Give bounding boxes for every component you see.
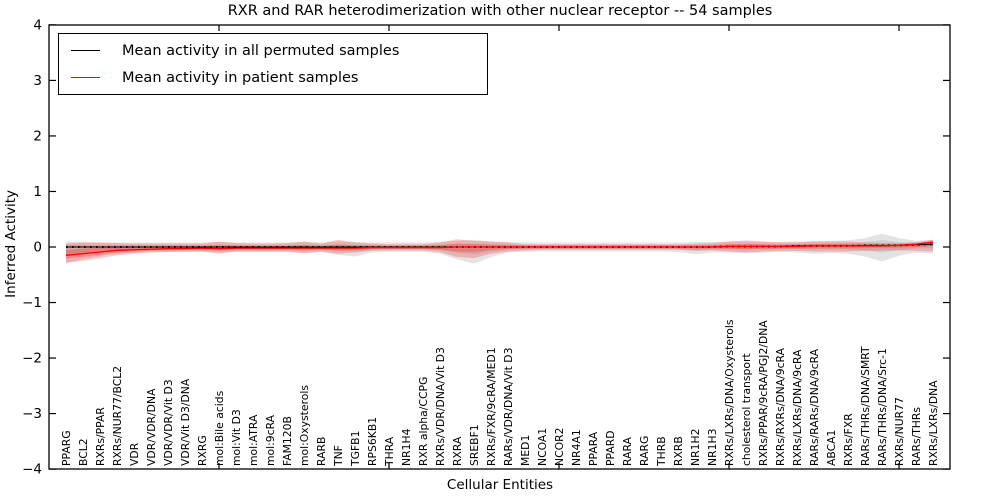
- legend-item-permuted: Mean activity in all permuted samples: [59, 41, 487, 61]
- x-category-label: RARs/THRs/DNA/SMRT: [859, 346, 872, 466]
- x-category-label: RARs/THRs/DNA/Src-1: [876, 348, 889, 466]
- x-category-label: NCOR2: [553, 428, 566, 467]
- x-category-label: RARs/VDR/DNA/Vit D3: [502, 348, 515, 466]
- y-tick-label: −4: [22, 462, 42, 478]
- x-category-label: RXRs/FXR: [842, 413, 855, 466]
- x-category-label: THRB: [655, 436, 668, 467]
- x-category-label: PPARG: [60, 430, 73, 466]
- x-category-label: RXRs/RXRs/DNA/9cRA: [774, 347, 787, 466]
- legend-label-permuted: Mean activity in all permuted samples: [122, 42, 400, 59]
- x-category-label: SREBF1: [468, 424, 481, 466]
- x-category-label: RARs/THRs: [910, 407, 923, 466]
- legend-item-patient: Mean activity in patient samples: [59, 68, 487, 88]
- x-category-label: mol:Oxysterols: [298, 385, 311, 466]
- y-tick-label: −2: [22, 351, 42, 367]
- x-category-label: RXRs/LXRs/DNA: [927, 380, 940, 466]
- x-category-label: RXRs/PPAR/9cRA/PGJ2/DNA: [757, 320, 770, 466]
- x-category-label: RXR alpha/CCPG: [417, 377, 430, 466]
- x-category-label: RPS6KB1: [366, 417, 379, 466]
- x-category-label: RXRs/LXRs/DNA/Oxysterols: [723, 319, 736, 466]
- x-category-label: NR1H4: [400, 428, 413, 466]
- permuted-line-swatch: [71, 50, 100, 51]
- band-outer-series-1: [66, 239, 933, 263]
- x-category-label: mol:ATRA: [247, 414, 260, 466]
- legend-label-patient: Mean activity in patient samples: [122, 69, 359, 86]
- x-category-label: RARs/RARs/DNA/9cRA: [808, 348, 821, 466]
- x-category-label: RXRs/NUR77/BCL2: [111, 366, 124, 466]
- x-category-label: VDR/VDR/Vit D3: [162, 379, 175, 466]
- x-category-label: RXRA: [451, 436, 464, 466]
- x-category-label: FAM120B: [281, 416, 294, 466]
- x-axis-label: Cellular Entities: [446, 477, 554, 493]
- patient-mean-line: [65, 241, 934, 256]
- x-category-label: RXRs/PPAR: [94, 407, 107, 466]
- y-tick-label: 3: [33, 73, 42, 89]
- x-category-label: mol:9cRA: [264, 414, 277, 466]
- x-category-label: THRA: [383, 436, 396, 467]
- y-tick-label: 4: [33, 17, 42, 33]
- x-category-label: mol:Vit D3: [230, 409, 243, 466]
- x-category-label: PPARA: [587, 431, 600, 466]
- x-category-label: TGFB1: [349, 431, 362, 467]
- x-category-label: ABCA1: [825, 430, 838, 466]
- x-category-label: RXRs/NUR77: [893, 397, 906, 466]
- band-outer-series-0: [66, 233, 933, 264]
- x-category-label: RXRs/VDR/DNA/Vit D3: [434, 347, 447, 466]
- patient-line-swatch: [71, 77, 100, 78]
- x-category-label: NR1H2: [689, 429, 702, 466]
- y-tick-label: 0: [33, 240, 42, 256]
- legend: Mean activity in all permuted samples Me…: [58, 33, 488, 95]
- x-category-label: VDR: [128, 442, 141, 466]
- y-tick-label: 1: [33, 184, 42, 200]
- x-category-label: RXRs/FXR/9cRA/MED1: [485, 347, 498, 466]
- x-category-label: RARB: [315, 437, 328, 466]
- x-category-label: RXRB: [672, 436, 685, 466]
- x-category-label: MED1: [519, 435, 532, 466]
- x-category-label: NR1H3: [706, 429, 719, 466]
- x-category-label: RARA: [621, 436, 634, 466]
- x-category-label: PPARD: [604, 430, 617, 466]
- chart-title: RXR and RAR heterodimerization with othe…: [227, 3, 773, 19]
- band-inner-series-1: [66, 241, 933, 259]
- x-category-label: RXRG: [196, 435, 209, 466]
- x-category-label: NCOA1: [536, 428, 549, 466]
- x-category-label: TNF: [332, 445, 345, 467]
- x-category-label: VDR/VDR/DNA: [145, 388, 158, 466]
- x-category-label: RARG: [638, 436, 651, 466]
- x-category-label: VDR/Vit D3/DNA: [179, 378, 192, 466]
- y-tick-label: −3: [22, 406, 42, 422]
- y-tick-label: −1: [22, 295, 42, 311]
- x-category-label: NR4A1: [570, 429, 583, 466]
- y-tick-label: 2: [33, 128, 42, 144]
- x-category-label: RXRs/LXRs/DNA/9cRA: [791, 349, 804, 466]
- x-category-label: BCL2: [77, 438, 90, 466]
- x-category-label: cholesterol transport: [740, 353, 753, 466]
- x-category-label: mol:Bile acids: [213, 390, 226, 466]
